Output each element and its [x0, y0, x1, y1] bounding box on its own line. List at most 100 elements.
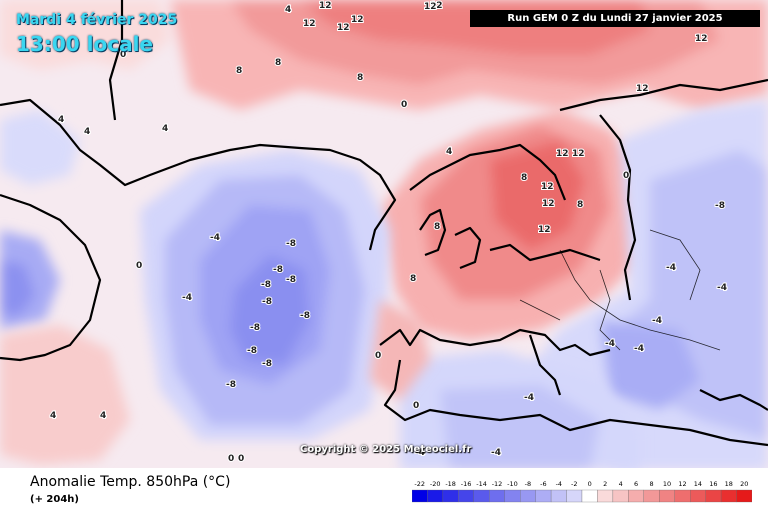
contour-label: 8 — [521, 173, 527, 183]
copyright-text: Copyright © 2025 Meteociel.fr — [300, 444, 472, 455]
contour-label: 0 — [401, 100, 407, 110]
contour-label: -4 — [634, 344, 644, 354]
contour-label: 4 — [162, 124, 168, 134]
legend-tick-label: -14 — [476, 480, 487, 488]
contour-label: 4 — [84, 127, 90, 137]
legend-color-swatch — [612, 489, 629, 503]
legend-color-swatch — [597, 489, 614, 503]
parameter-title: Anomalie Temp. 850hPa (°C) — [30, 474, 231, 490]
legend-color-swatch — [520, 489, 536, 503]
contour-label: -8 — [286, 239, 296, 249]
contour-label: 12 — [351, 15, 364, 25]
contour-label: 0 — [413, 401, 419, 411]
model-run-label: Run GEM 0 Z du Lundi 27 janvier 2025 — [470, 10, 760, 27]
contour-label: -4 — [666, 263, 676, 273]
contour-label: 8 — [434, 222, 440, 232]
contour-label: 4 — [50, 411, 56, 421]
legend-tick-label: 2 — [603, 480, 607, 488]
legend-color-swatch — [690, 489, 706, 503]
contour-label: -4 — [652, 316, 662, 326]
contour-label: 12 — [337, 23, 350, 33]
lead-time: (+ 204h) — [30, 494, 79, 505]
contour-label: -8 — [286, 275, 296, 285]
legend-tick-label: 16 — [709, 480, 717, 488]
legend-tick-label: -6 — [540, 480, 546, 488]
contour-label: -8 — [715, 201, 725, 211]
contour-label: -8 — [250, 323, 260, 333]
contour-label: -4 — [182, 293, 192, 303]
legend-color-swatch — [535, 489, 552, 503]
contour-label: 0 — [136, 261, 142, 271]
contour-label: 4 — [285, 5, 291, 15]
legend-tick-label: -20 — [430, 480, 441, 488]
contour-label: -4 — [524, 393, 534, 403]
contour-label: 0 — [120, 50, 126, 60]
legend-color-swatch — [659, 489, 675, 503]
contour-label: 0 — [375, 351, 381, 361]
legend-color-swatch — [566, 489, 583, 503]
legend-tick-label: 4 — [619, 480, 623, 488]
legend-tick-label: -16 — [461, 480, 472, 488]
contour-label: 4 — [100, 411, 106, 421]
contour-label: -4 — [605, 339, 615, 349]
contour-label: 0 — [623, 171, 629, 181]
contour-label: -8 — [262, 359, 272, 369]
contour-label: 12 — [319, 1, 332, 11]
legend-tick-label: -10 — [507, 480, 518, 488]
borders — [519, 229, 721, 351]
contour-label: -8 — [226, 380, 236, 390]
legend-color-swatch — [674, 489, 691, 503]
contour-label: -8 — [273, 265, 283, 275]
contour-label: 8 — [236, 66, 242, 76]
contour-label: 0 — [228, 454, 234, 464]
forecast-hour: 13:00 locale — [16, 32, 153, 56]
legend-tick-label: -12 — [492, 480, 503, 488]
legend-color-swatch — [550, 489, 567, 503]
contour-label: 0 — [238, 454, 244, 464]
legend-color-swatch — [504, 489, 521, 503]
forecast-date: Mardi 4 février 2025 — [16, 12, 178, 28]
legend-tick-label: 12 — [678, 480, 686, 488]
cold-anomaly-west — [0, 110, 80, 330]
contour-label: 12 — [542, 199, 555, 209]
legend-tick-label: 18 — [725, 480, 733, 488]
contour-label: -4 — [491, 448, 501, 458]
legend-color-swatch — [458, 489, 474, 503]
contour-label: 12 — [424, 2, 437, 12]
legend-tick-label: -4 — [556, 480, 562, 488]
contour-label: 8 — [357, 73, 363, 83]
contour-label: 12 — [695, 34, 708, 44]
legend-tick-label: 8 — [649, 480, 653, 488]
legend-tick-label: 6 — [634, 480, 638, 488]
contour-label: 4 — [58, 115, 64, 125]
contour-label: -8 — [261, 280, 271, 290]
legend-color-swatch — [427, 489, 444, 503]
contour-label: 8 — [275, 58, 281, 68]
warm-anomaly-southwest — [0, 300, 430, 465]
contour-label: -8 — [300, 311, 310, 321]
contour-label: -8 — [262, 297, 272, 307]
legend-color-swatch — [643, 489, 660, 503]
legend-tick-label: -18 — [445, 480, 456, 488]
contour-label: 8 — [577, 200, 583, 210]
cold-anomaly-south — [400, 350, 640, 470]
legend-color-swatch — [489, 489, 505, 503]
contour-label: -8 — [247, 346, 257, 356]
contour-label: -4 — [210, 233, 220, 243]
contour-label: 12 — [303, 19, 316, 29]
legend-color-swatch — [442, 489, 459, 503]
contour-label: 12 — [430, 1, 443, 11]
legend-tick-label: -22 — [414, 480, 425, 488]
contour-label: 12 — [556, 149, 569, 159]
legend-color-swatch — [581, 489, 598, 503]
contour-label: 12 — [636, 84, 649, 94]
legend-tick-label: -8 — [525, 480, 531, 488]
contour-label: 4 — [446, 147, 452, 157]
legend-color-swatch — [705, 489, 722, 503]
legend-tick-label: -2 — [571, 480, 577, 488]
legend-color-swatch — [412, 489, 428, 503]
contour-label: 8 — [410, 274, 416, 284]
legend-color-swatch — [628, 489, 644, 503]
